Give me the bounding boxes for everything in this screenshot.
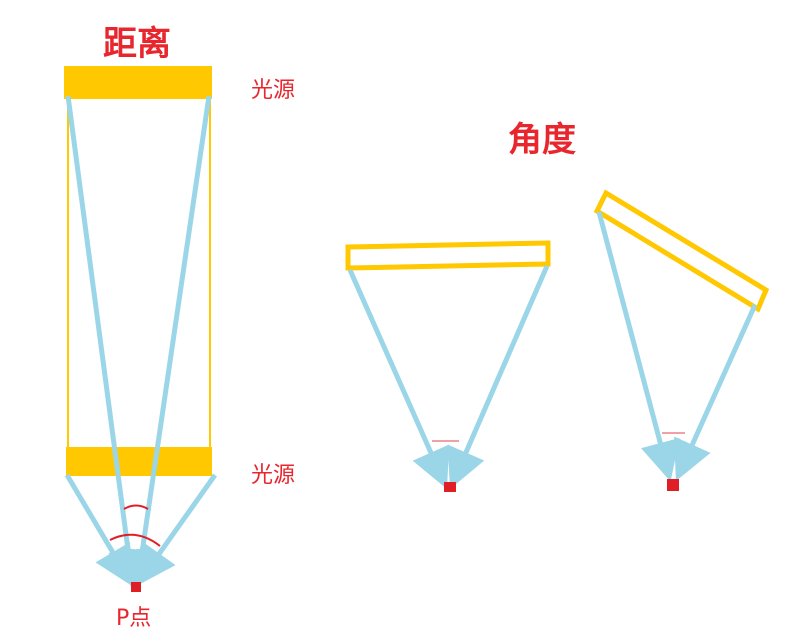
ray-bottom-right	[136, 473, 218, 587]
point-p-marker	[131, 582, 141, 592]
ray-tilted-left	[596, 211, 680, 482]
angle-title: 角度	[508, 120, 576, 160]
ray-bottom-left	[64, 473, 134, 587]
point-tilted-marker	[667, 479, 679, 491]
light-source-tilted	[593, 189, 770, 313]
light-source-bottom-bar	[66, 447, 212, 476]
light-source-level	[345, 240, 551, 271]
ray-tilted-right	[674, 303, 758, 482]
angle-arc-inner	[123, 504, 149, 510]
light-source-bottom-label: 光源	[251, 463, 296, 488]
ray-level-right	[447, 265, 550, 490]
ray-top-left	[65, 95, 148, 590]
point-p-label: P点	[116, 606, 152, 631]
light-source-top-label: 光源	[251, 78, 296, 103]
light-source-top-bar	[64, 66, 212, 99]
ray-level-left	[347, 268, 450, 490]
angle-arc-outer	[109, 533, 161, 547]
point-level-marker	[444, 482, 456, 492]
ray-top-right	[122, 95, 212, 590]
distance-title: 距离	[103, 24, 171, 64]
